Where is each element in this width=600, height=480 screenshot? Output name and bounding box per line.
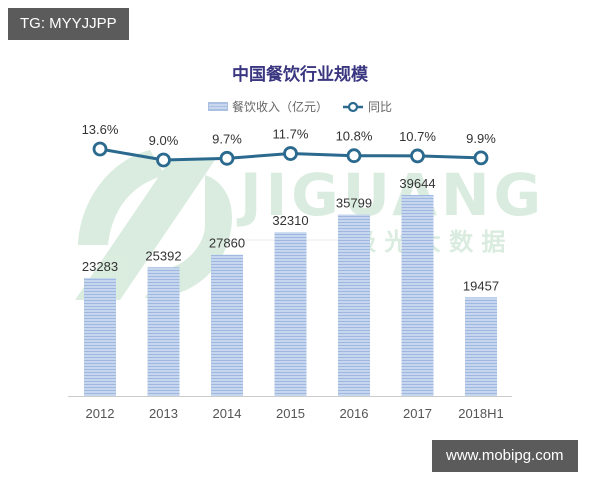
yoy-point-marker (156, 152, 171, 168)
telegram-tag: TG: MYYJJPP (8, 8, 129, 40)
chart-title: 中国餐饮行业规模 (232, 65, 368, 85)
x-axis-labels: 2012 2013 2014 2015 2016 2017 2018H1 (86, 406, 504, 421)
yoy-value-label: 10.7% (399, 129, 436, 144)
yoy-value-label: 9.0% (149, 133, 179, 148)
line-marker-icon (343, 101, 363, 112)
x-tick-label: 2018H1 (458, 406, 504, 421)
bar-value-label: 35799 (336, 195, 372, 210)
chart-legend: 餐饮收入（亿元） 同比 (0, 98, 600, 115)
yoy-value-label: 10.8% (336, 129, 373, 144)
bar-value-label: 32310 (272, 213, 308, 228)
yoy-value-labels: 13.6% 9.0% 9.7% 11.7% 10.8% 10.7% 9.9% (82, 122, 497, 148)
bar-2014 (211, 254, 243, 396)
x-tick-label: 2017 (403, 406, 432, 421)
bar-value-label: 39644 (399, 176, 435, 191)
yoy-point-marker (410, 148, 425, 164)
bar-value-label: 23283 (82, 259, 118, 274)
legend-label-revenue: 餐饮收入（亿元） (231, 100, 328, 114)
yoy-point-marker (283, 146, 298, 161)
bar-value-label: 25392 (145, 248, 181, 263)
legend-item-yoy: 同比 (342, 98, 392, 115)
watermark-brand: JIGUANG (236, 161, 545, 229)
bar-value-labels: 23283 25392 27860 32310 35799 39644 19457 (82, 176, 499, 293)
legend-item-revenue: 餐饮收入（亿元） (207, 98, 328, 115)
yoy-point-marker (219, 150, 235, 166)
x-tick-label: 2013 (149, 406, 178, 421)
yoy-value-label: 11.7% (273, 127, 309, 142)
x-tick-label: 2016 (340, 406, 369, 421)
yoy-value-label: 9.9% (466, 131, 496, 146)
bar-2017 (401, 195, 434, 396)
legend-label-yoy: 同比 (368, 100, 393, 114)
bar-value-label: 27860 (209, 236, 245, 251)
x-tick-label: 2015 (276, 406, 305, 421)
bar-value-label: 19457 (463, 278, 499, 293)
bar-2016 (338, 214, 370, 396)
bar-2013 (147, 267, 180, 396)
bar-2012 (84, 277, 116, 396)
website-tag: www.mobipg.com (432, 440, 578, 472)
watermark-logo-icon (75, 150, 232, 300)
yoy-value-label: 13.6% (82, 122, 119, 137)
x-tick-label: 2012 (86, 406, 115, 421)
x-tick-label: 2014 (213, 406, 242, 421)
bar-series (84, 195, 497, 396)
bar-swatch-icon (207, 102, 228, 111)
yoy-point-marker (92, 141, 108, 157)
yoy-point-marker (473, 150, 489, 166)
bar-2018H1 (465, 297, 497, 396)
yoy-value-label: 9.7% (212, 131, 242, 146)
yoy-point-marker (346, 148, 362, 164)
yoy-line-series (92, 141, 489, 168)
bar-2015 (274, 232, 307, 396)
